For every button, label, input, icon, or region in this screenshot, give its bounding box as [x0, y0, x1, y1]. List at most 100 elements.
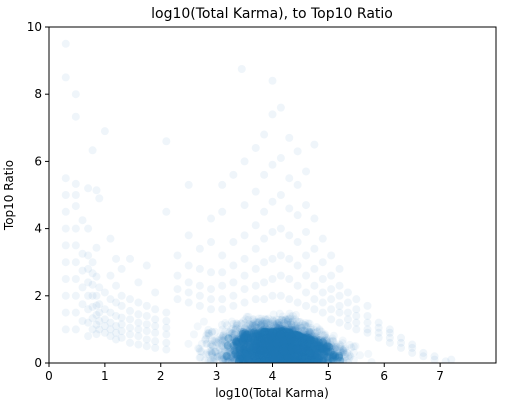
data-point	[194, 344, 203, 353]
data-point	[254, 334, 263, 343]
data-point	[290, 358, 299, 363]
data-point	[251, 143, 260, 152]
data-point	[265, 326, 274, 335]
data-point	[234, 338, 243, 347]
data-point	[298, 358, 307, 363]
data-point	[298, 319, 307, 328]
data-point	[268, 353, 277, 362]
data-point	[270, 317, 279, 326]
data-point	[245, 326, 254, 335]
data-point	[289, 339, 298, 348]
data-point	[314, 336, 323, 345]
data-point	[203, 348, 212, 357]
data-point	[308, 355, 317, 363]
data-point	[229, 278, 238, 287]
data-point	[289, 334, 298, 343]
data-point	[255, 345, 264, 354]
data-point	[117, 264, 126, 273]
data-point	[278, 351, 287, 360]
data-point	[251, 281, 260, 290]
x-tick-label: 0	[45, 369, 53, 383]
data-point	[251, 264, 260, 273]
data-point	[268, 76, 277, 85]
data-point	[237, 327, 246, 336]
data-point	[267, 343, 276, 352]
data-point	[270, 331, 279, 340]
data-point	[251, 244, 260, 253]
data-point	[262, 346, 271, 355]
data-point	[266, 319, 275, 328]
data-point	[331, 351, 340, 360]
data-point	[293, 298, 302, 307]
data-point	[312, 347, 321, 356]
data-point	[293, 325, 302, 334]
data-point	[260, 349, 269, 358]
data-point	[247, 327, 256, 336]
data-point	[279, 355, 288, 363]
data-point	[260, 356, 269, 363]
data-point	[294, 348, 303, 357]
data-point	[298, 358, 307, 363]
data-point	[284, 349, 293, 358]
data-point	[260, 336, 269, 345]
data-point	[264, 346, 273, 355]
data-point	[256, 324, 265, 333]
data-point	[240, 351, 249, 360]
data-point	[276, 224, 285, 233]
data-point	[297, 327, 306, 336]
data-point	[100, 127, 109, 136]
data-point	[260, 345, 269, 354]
data-point	[126, 315, 135, 324]
data-point	[273, 338, 282, 347]
data-point	[318, 357, 327, 363]
data-point	[363, 311, 372, 320]
data-point	[303, 345, 312, 354]
data-point	[315, 341, 324, 350]
data-point	[288, 317, 297, 326]
data-point	[234, 339, 243, 348]
data-point	[254, 336, 263, 345]
data-point	[211, 347, 220, 356]
data-point	[237, 345, 246, 354]
data-point	[302, 334, 311, 343]
data-point	[95, 194, 104, 203]
data-point	[267, 329, 276, 338]
data-point	[278, 352, 287, 361]
data-point	[209, 353, 218, 362]
data-point	[142, 301, 151, 310]
x-tick-label: 7	[436, 369, 444, 383]
data-point	[318, 343, 327, 352]
data-point	[276, 329, 285, 338]
data-point	[272, 342, 281, 351]
data-point	[322, 333, 331, 342]
data-point	[276, 330, 285, 339]
data-point	[78, 216, 87, 225]
data-point	[240, 254, 249, 263]
data-point	[280, 339, 289, 348]
data-point	[218, 268, 227, 277]
data-point	[246, 330, 255, 339]
data-point	[261, 340, 270, 349]
data-point	[252, 344, 261, 353]
data-point	[285, 354, 294, 363]
data-point	[289, 337, 298, 346]
y-tick-label: 2	[34, 289, 42, 303]
data-point	[326, 350, 335, 359]
data-point	[307, 342, 316, 351]
data-point	[273, 328, 282, 337]
data-point	[195, 281, 204, 290]
data-point	[314, 347, 323, 356]
data-point	[330, 344, 339, 353]
data-point	[233, 342, 242, 351]
data-point	[307, 351, 316, 360]
data-point	[327, 315, 336, 324]
data-point	[71, 112, 80, 121]
data-point	[283, 346, 292, 355]
data-point	[256, 355, 265, 363]
data-point	[218, 281, 227, 290]
data-point	[84, 184, 93, 193]
data-point	[268, 356, 277, 363]
data-point	[285, 254, 294, 263]
